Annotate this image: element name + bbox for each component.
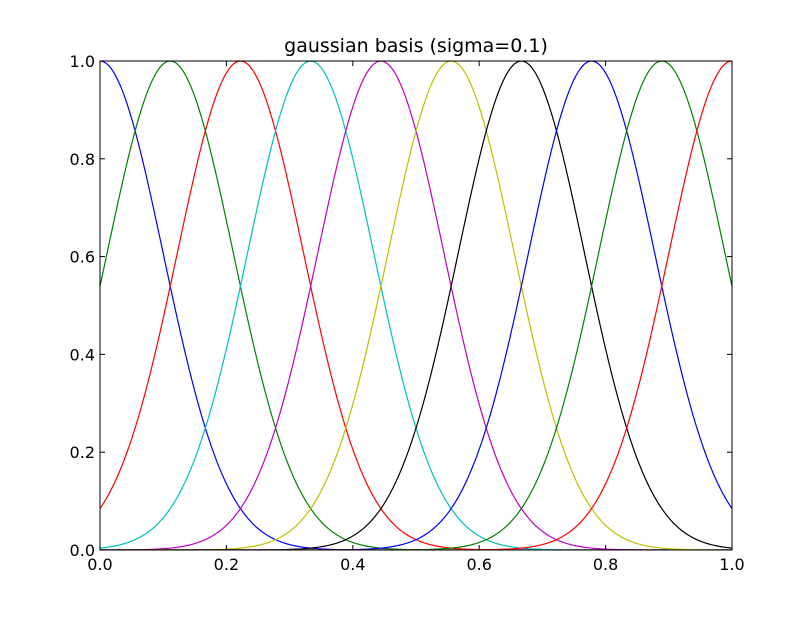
x-tick-label: 0.6 [466, 555, 491, 574]
curve-group [100, 61, 732, 550]
gaussian-curve-10 [100, 61, 732, 550]
x-tick-label: 0.4 [340, 555, 365, 574]
chart-title: gaussian basis (sigma=0.1) [284, 35, 548, 57]
y-tick-label: 0.8 [70, 150, 95, 169]
gaussian-curve-9 [100, 61, 732, 550]
gaussian-curve-3 [100, 61, 732, 550]
gaussian-curve-7 [100, 61, 732, 550]
y-axis: 0.0 0.2 0.4 0.6 0.8 1.0 [70, 52, 732, 560]
gaussian-curve-5 [100, 61, 732, 550]
y-tick-label: 0.0 [70, 541, 95, 560]
x-tick-label: 0.2 [214, 555, 239, 574]
y-tick-label: 0.6 [70, 248, 95, 267]
gaussian-curve-4 [100, 61, 732, 550]
gaussian-curve-2 [100, 61, 732, 550]
x-tick-label: 0.0 [87, 555, 112, 574]
y-tick-label: 0.4 [70, 345, 95, 364]
x-axis: 0.0 0.2 0.4 0.6 0.8 1.0 [87, 61, 745, 574]
gaussian-curve-8 [100, 61, 732, 550]
gaussian-curve-1 [100, 61, 732, 550]
plot-frame [99, 60, 733, 551]
x-tick-label: 0.8 [593, 555, 618, 574]
y-tick-label: 1.0 [70, 52, 95, 71]
y-tick-label: 0.2 [70, 443, 95, 462]
x-tick-label: 1.0 [719, 555, 744, 574]
gaussian-curve-6 [100, 61, 732, 550]
